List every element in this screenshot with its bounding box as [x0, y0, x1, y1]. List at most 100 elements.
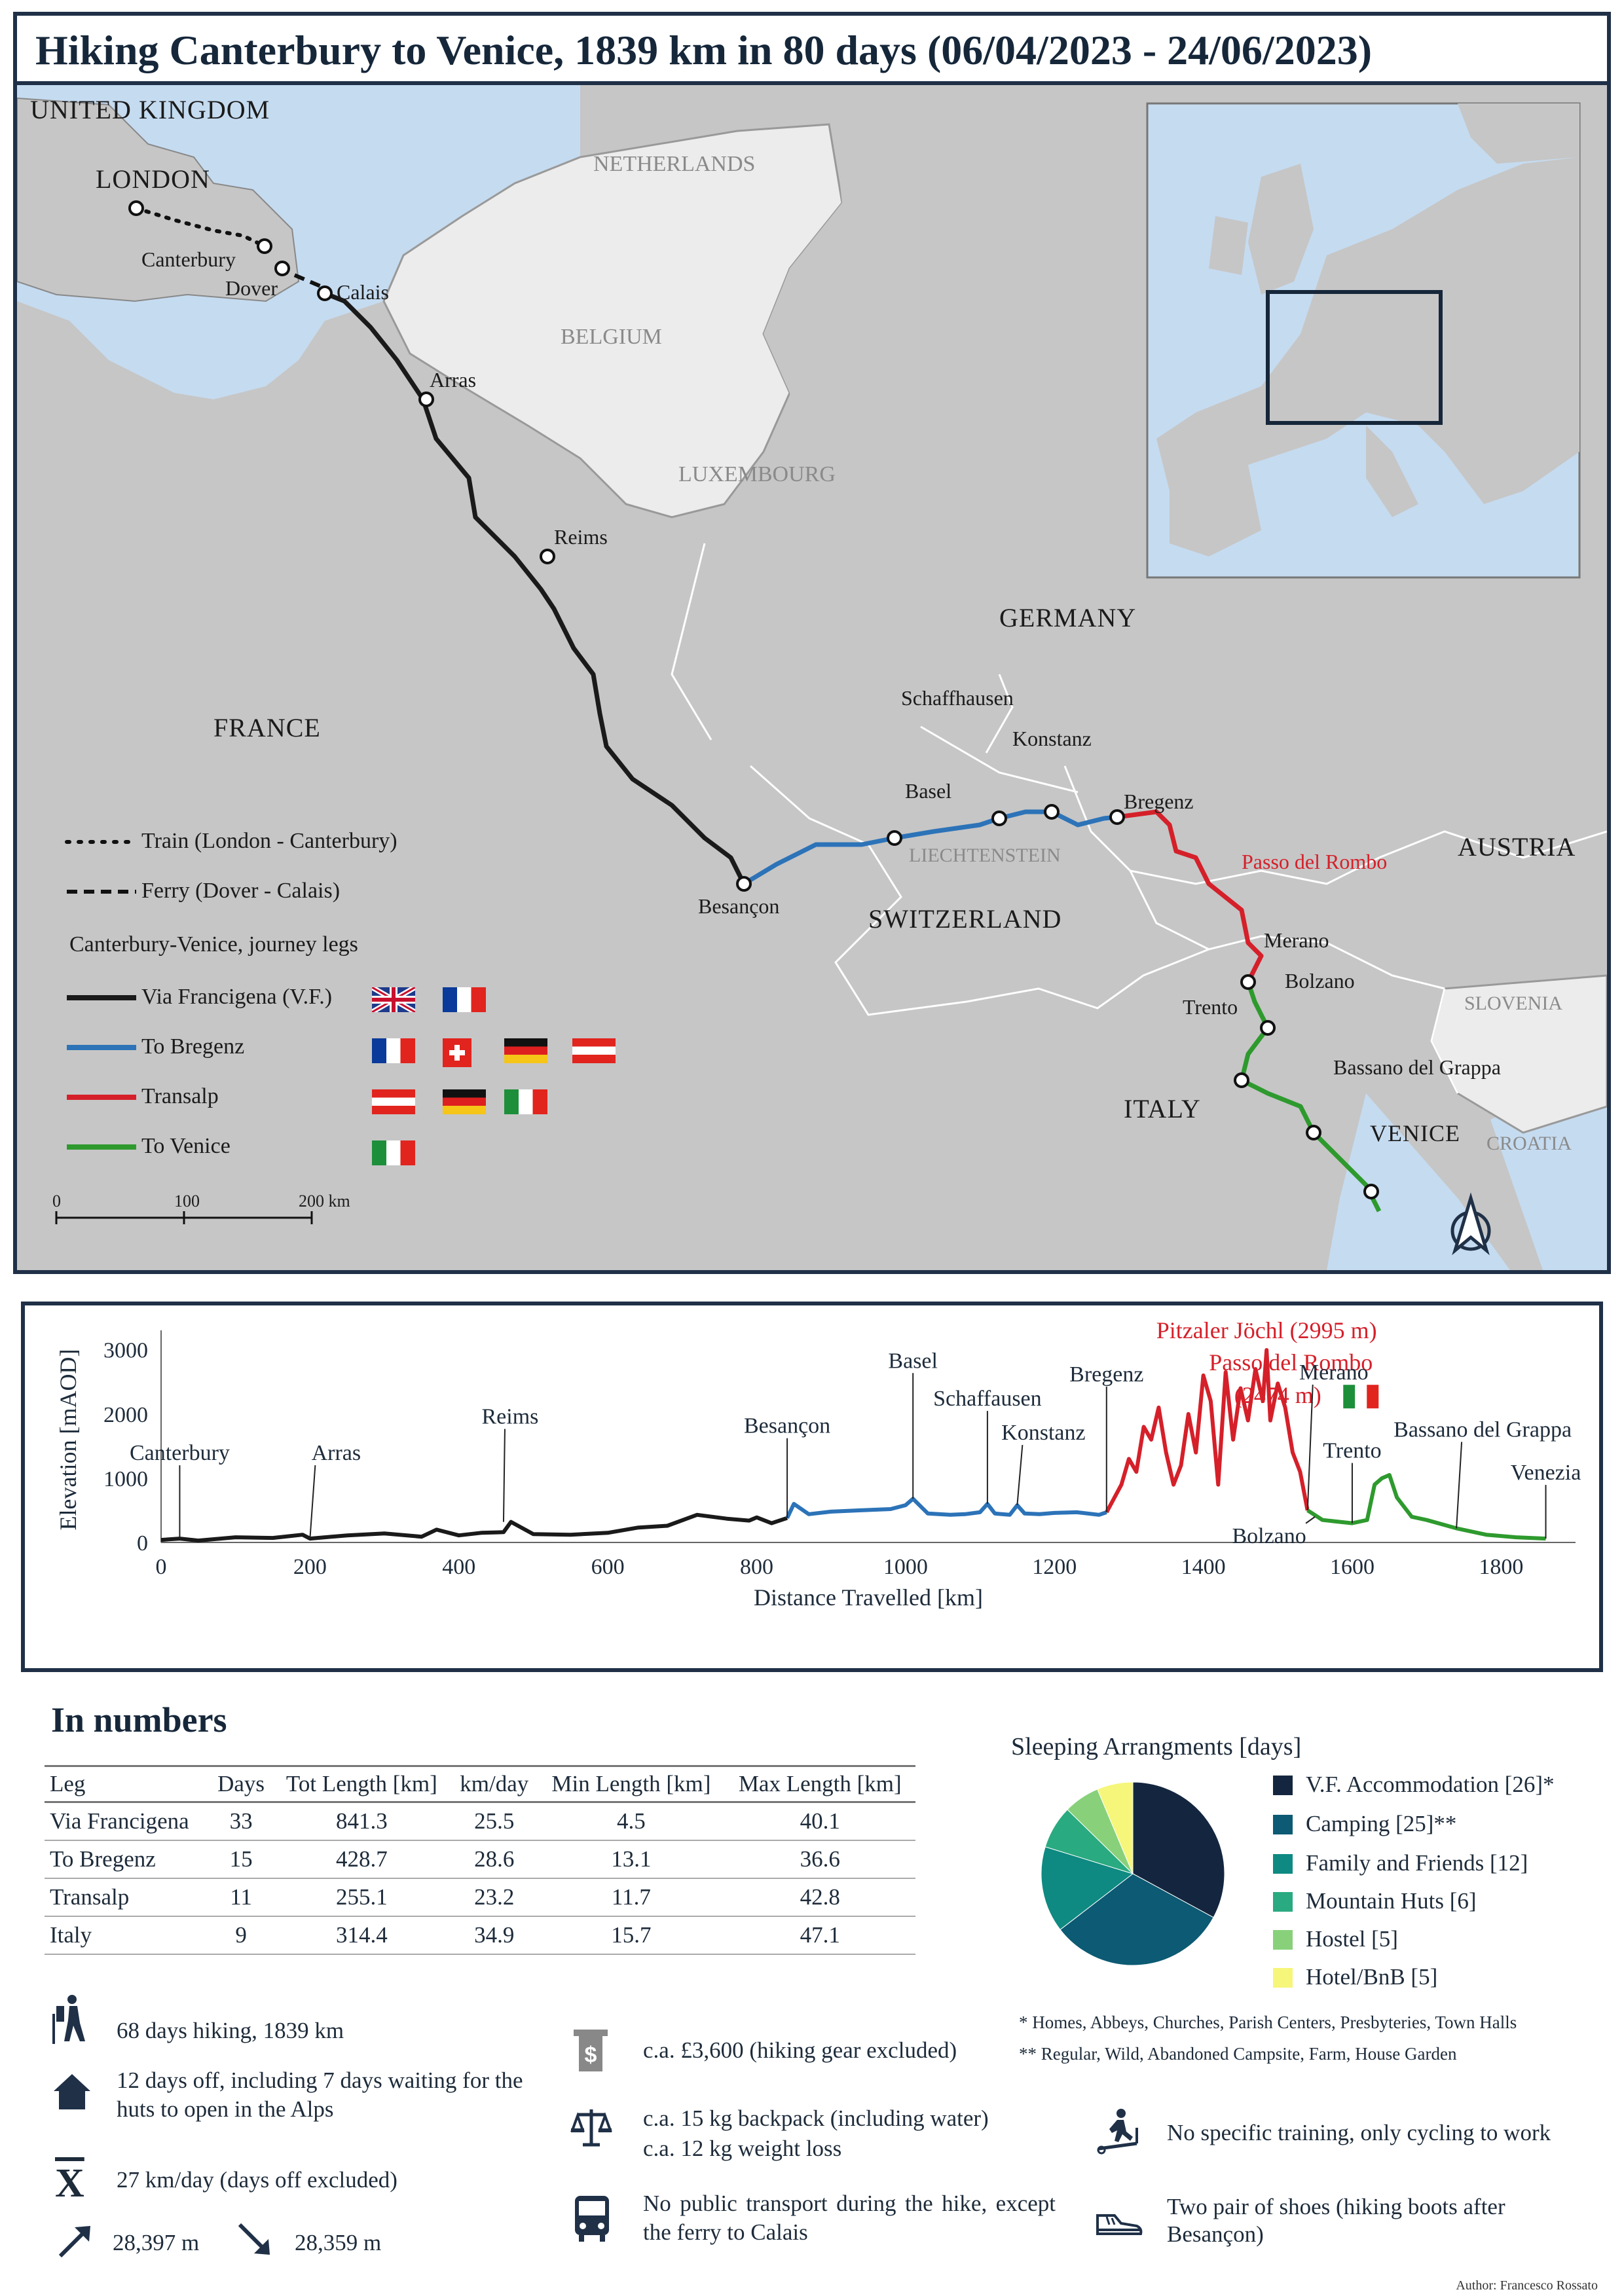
x-tick-label: 1600 — [1330, 1555, 1375, 1579]
annotation-label: Canterbury — [130, 1441, 230, 1465]
author-credit: Author: Francesco Rossato — [1456, 2278, 1598, 2293]
label-belgium: BELGIUM — [561, 325, 662, 349]
table-cell: 40.1 — [724, 1802, 915, 1841]
y-tick-label: 0 — [137, 1531, 148, 1556]
table-row: Italy 9 314.4 34.9 15.7 47.1 — [45, 1916, 915, 1955]
scale-tick-100: 100 — [174, 1192, 200, 1211]
leg-transalp — [1116, 809, 1264, 983]
elevation-line — [160, 1512, 788, 1543]
flag-de-icon — [443, 1089, 486, 1114]
col-tot-length: Tot Length [km] — [272, 1765, 451, 1803]
x-tick-label: 400 — [442, 1555, 475, 1579]
fact-weight-loss: c.a. 12 kg weight loss — [643, 2136, 842, 2161]
label-austria: AUSTRIA — [1458, 832, 1576, 862]
annotation-label: Schaffausen — [933, 1387, 1042, 1411]
fact-hiking: 68 days hiking, 1839 km — [117, 2018, 344, 2043]
flag-fr-icon — [372, 1038, 415, 1063]
annotation-leader — [1306, 1384, 1314, 1510]
annotation-label: Arras — [312, 1441, 361, 1465]
elevation-panel: 0 200 400 600 800 1000 1200 1400 1600 1800 0 1000 20… — [21, 1302, 1603, 1672]
x-tick-label: 1000 — [883, 1555, 928, 1579]
pie-slice — [1132, 1781, 1225, 1918]
benelux-land — [382, 123, 843, 519]
balance-icon — [570, 2109, 612, 2147]
flag-it-red — [1367, 1385, 1379, 1409]
legend-leg-vf: Via Francigena (V.F.) — [141, 985, 333, 1009]
hiker-icon — [52, 1995, 85, 2044]
x-tick-label: 600 — [591, 1555, 625, 1579]
leg-to-venice — [1239, 981, 1382, 1212]
pie-chart — [1041, 1781, 1225, 1966]
table-cell: 13.1 — [538, 1840, 725, 1879]
svg-text:$: $ — [585, 2043, 597, 2068]
label-switzerland: SWITZERLAND — [868, 904, 1062, 934]
note-accommodation: * Homes, Abbeys, Churches, Parish Center… — [1019, 2013, 1517, 2032]
label-dover: Dover — [225, 276, 278, 300]
label-slovenia: SLOVENIA — [1464, 993, 1562, 1014]
label-liechtenstein: LIECHTENSTEIN — [909, 845, 1061, 866]
flag-at-icon — [572, 1038, 616, 1063]
pie-legend-swatch — [1273, 1930, 1293, 1950]
map-canvas — [17, 85, 1607, 1270]
table-row: Transalp 11 255.1 23.2 11.7 42.8 — [45, 1878, 915, 1917]
fact-shoes: Two pair of shoes (hiking boots after Be… — [1167, 2194, 1505, 2247]
annotation-label: Bolzano — [1232, 1524, 1306, 1548]
pie-legend-swatch — [1273, 1854, 1293, 1874]
elevation-line — [785, 1497, 1107, 1519]
col-min-length: Min Length [km] — [538, 1765, 725, 1803]
legend-legs-title: Canterbury-Venice, journey legs — [69, 932, 358, 957]
flag-it-icon — [504, 1089, 547, 1114]
table-row: Via Francigena 33 841.3 25.5 4.5 40.1 — [45, 1802, 915, 1841]
x-axis-label: Distance Travelled [km] — [754, 1584, 983, 1611]
north-arrow-icon — [1450, 1192, 1491, 1256]
pie-legend-hotel: Hotel/BnB [5] — [1306, 1964, 1438, 1990]
label-uk: UNITED KINGDOM — [30, 95, 270, 124]
y-tick-label: 3000 — [103, 1339, 148, 1363]
table-cell: 33 — [209, 1802, 273, 1841]
x-tick-label: 200 — [293, 1555, 327, 1579]
annotation-leader — [1305, 1516, 1316, 1524]
annotation-leader — [502, 1429, 506, 1522]
home-icon — [54, 2074, 90, 2109]
flag-it-green — [1343, 1385, 1356, 1409]
inset-map — [1146, 102, 1581, 579]
pie-title: Sleeping Arrangments [days] — [1011, 1733, 1302, 1760]
annotation-leader — [309, 1465, 316, 1539]
page-title: Hiking Canterbury to Venice, 1839 km in … — [35, 27, 1372, 73]
note-camping: ** Regular, Wild, Abandoned Campsite, Fa… — [1019, 2044, 1457, 2064]
pie-slice — [1060, 1873, 1214, 1966]
numbers-title: In numbers — [51, 1700, 227, 1740]
money-icon: $ — [574, 2030, 608, 2071]
annotation-label: Reims — [481, 1405, 538, 1429]
fact-average: 27 km/day (days off excluded) — [117, 2167, 397, 2193]
elevation-axes: 0 200 400 600 800 1000 1200 1400 1600 1800 0 1000 20… — [55, 1330, 1576, 1611]
pie-legend-swatch — [1273, 1776, 1293, 1795]
flag-ch-icon — [443, 1038, 471, 1067]
elevation-line — [1306, 1473, 1546, 1541]
annotation-label: Passo del Rombo — [1209, 1349, 1373, 1376]
table-cell: 28.6 — [451, 1840, 538, 1879]
legend-train: Train (London - Canterbury) — [141, 829, 397, 853]
annotation-label: Venezia — [1511, 1461, 1581, 1485]
col-km-day: km/day — [451, 1765, 538, 1803]
label-trento: Trento — [1183, 995, 1238, 1019]
bus-icon — [575, 2196, 609, 2242]
annotation-leader — [1456, 1442, 1463, 1529]
table-cell: 47.1 — [724, 1916, 915, 1955]
label-luxembourg: LUXEMBOURG — [678, 462, 836, 486]
annotation-leader — [1016, 1445, 1024, 1506]
table-cell: 42.8 — [724, 1878, 915, 1917]
elevation-chart: 0 200 400 600 800 1000 1200 1400 1600 1800 0 1000 20… — [55, 1317, 1581, 1611]
label-schaffhausen: Schaffhausen — [901, 686, 1014, 710]
pie-legend-vf: V.F. Accommodation [26]* — [1306, 1772, 1555, 1797]
x-tick-label: 1400 — [1181, 1555, 1226, 1579]
table-cell: Transalp — [45, 1878, 210, 1917]
x-tick-label: 800 — [740, 1555, 773, 1579]
flag-it-icon — [372, 1140, 415, 1165]
leg-via-francigena — [323, 291, 747, 885]
col-leg: Leg — [45, 1765, 210, 1803]
descent-icon — [238, 2223, 270, 2255]
label-bolzano: Bolzano — [1285, 969, 1355, 993]
scale-bar — [55, 1211, 313, 1224]
label-croatia: CROATIA — [1486, 1133, 1572, 1154]
